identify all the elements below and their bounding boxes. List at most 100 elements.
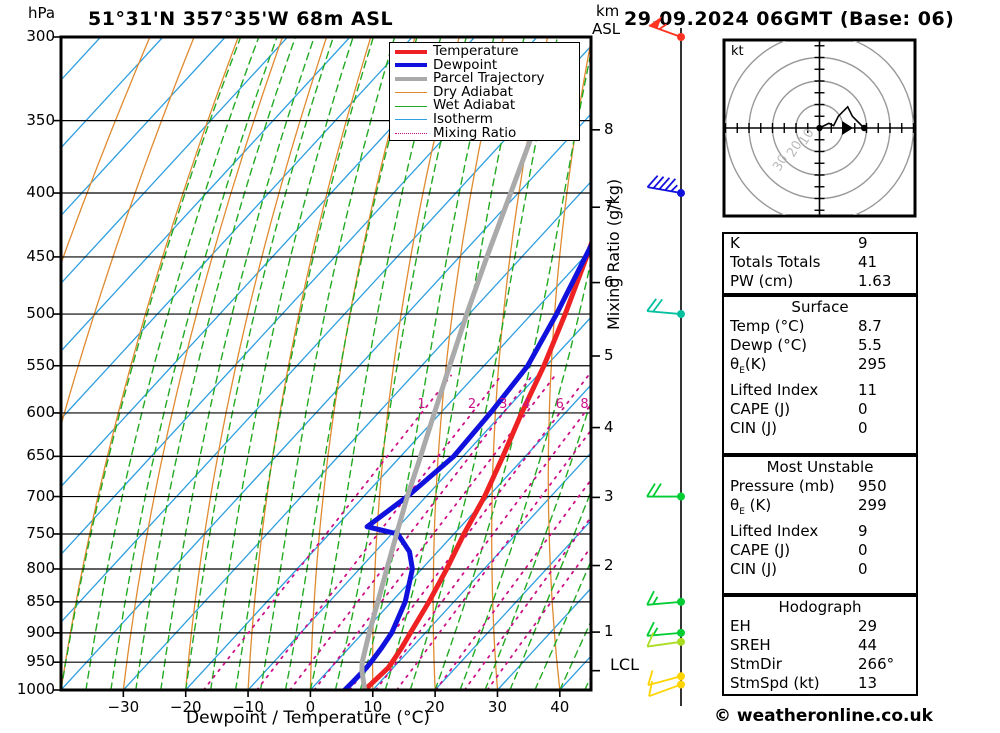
wet-adiabat-line xyxy=(309,37,442,690)
legend-label: Mixing Ratio xyxy=(433,124,517,141)
isotherm-line xyxy=(61,37,289,285)
index-most-unstable-header: Most Unstable xyxy=(766,458,874,476)
wind-barb xyxy=(646,175,685,198)
mixing-ratio-axis-title: Mixing Ratio (g/kg) xyxy=(604,178,623,330)
mixing-ratio-label: 3 xyxy=(499,397,507,412)
legend-label: Isotherm xyxy=(433,110,493,127)
temperature-tick-40: 40 xyxy=(550,698,570,716)
legend-label: Dry Adiabat xyxy=(433,83,513,100)
legend-item-isotherm: Isotherm xyxy=(393,110,576,127)
row-value: 8.7 xyxy=(858,317,882,335)
index-hodograph-row: StmDir 266° xyxy=(724,655,916,674)
row-value: 11 xyxy=(858,381,878,399)
wet-adiabat-line xyxy=(459,257,591,690)
mixing-ratio-line xyxy=(375,402,591,690)
curve-dewpoint xyxy=(342,240,591,690)
pressure-tick-850: 850 xyxy=(26,591,55,610)
row-label: θE (K) xyxy=(730,496,772,517)
wet-adiabat-line xyxy=(61,37,242,690)
wind-barb xyxy=(648,16,685,41)
wet-adiabat-line xyxy=(160,37,315,690)
wet-adiabat-line xyxy=(234,37,375,690)
row-label: CIN (J) xyxy=(730,560,778,578)
credit-label: © weatheronline.co.uk xyxy=(714,706,933,726)
index-general-row: PW (cm) 1.63 xyxy=(724,272,916,291)
lcl-label: LCL xyxy=(610,655,639,674)
index-most-unstable-row: Pressure (mb) 950 xyxy=(724,477,916,496)
isotherm-line xyxy=(61,37,413,420)
wet-adiabat-line xyxy=(384,37,525,690)
isotherm-line xyxy=(434,519,591,690)
wet-adiabat-line xyxy=(135,37,297,690)
legend-item-wet-adiabat: Wet Adiabat xyxy=(393,99,576,113)
row-label: Pressure (mb) xyxy=(730,477,835,495)
hodograph-ring-label: 10 xyxy=(796,126,817,148)
pressure-tick-450: 450 xyxy=(26,246,55,265)
isotherm-line xyxy=(61,37,164,149)
isotherm-line xyxy=(61,37,226,217)
hodograph-unit-label: kt xyxy=(731,44,744,59)
height-axis-unit-km: km xyxy=(596,2,620,20)
indices-general-table: K 9 Totals Totals 41 PW (cm) 1.63 xyxy=(722,232,918,295)
index-surface-header: Surface xyxy=(791,298,849,316)
legend-item-parcel-trajectory: Parcel Trajectory xyxy=(393,72,576,86)
height-tick-6: 6 xyxy=(604,272,614,291)
wind-barb xyxy=(647,670,685,686)
temperature-tick-10: 10 xyxy=(363,698,383,716)
legend-label: Dewpoint xyxy=(433,56,498,73)
index-surface-row: Temp (°C) 8.7 xyxy=(724,317,916,336)
row-value: 41 xyxy=(858,253,878,271)
pressure-tick-800: 800 xyxy=(26,558,55,577)
height-tick-7: 7 xyxy=(604,197,614,216)
dry-adiabat-line xyxy=(122,37,284,690)
temperature-tick-20: 20 xyxy=(425,698,445,716)
mixing-ratio-line xyxy=(202,374,452,690)
row-label: Lifted Index xyxy=(730,522,819,540)
dry-adiabat-line xyxy=(989,0,1000,690)
row-value: 0 xyxy=(858,400,868,418)
height-tick-4: 4 xyxy=(604,417,614,436)
datetime-label: 29.09.2024 06GMT (Base: 06) xyxy=(624,8,955,30)
row-value: 29 xyxy=(858,617,878,635)
pressure-tick-950: 950 xyxy=(26,652,55,671)
indices-surface-table: Surface Temp (°C) 8.7 Dewp (°C) 5.5 θE(K) 295 L… xyxy=(722,295,918,455)
dry-adiabat-line xyxy=(185,37,328,690)
legend-swatch xyxy=(395,63,427,68)
isotherm-line xyxy=(61,37,476,488)
wet-adiabat-line xyxy=(334,37,468,690)
row-label: StmDir xyxy=(730,655,782,673)
row-label: PW (cm) xyxy=(730,272,794,290)
wind-barb xyxy=(646,483,685,501)
row-label: Totals Totals xyxy=(730,253,821,271)
wind-barb xyxy=(648,680,685,698)
row-value: 950 xyxy=(858,477,887,495)
storm-motion-marker xyxy=(842,121,854,135)
row-value: 0 xyxy=(858,560,868,578)
pressure-tick-350: 350 xyxy=(26,110,55,129)
legend-swatch xyxy=(395,92,427,94)
wind-barb xyxy=(646,632,685,648)
dry-adiabat-line xyxy=(656,0,696,690)
page-title: 51°31'N 357°35'W 68m ASL xyxy=(88,8,394,30)
index-hodograph-row: SREH 44 xyxy=(724,636,916,655)
row-label: CAPE (J) xyxy=(730,541,791,559)
legend-swatch xyxy=(395,132,427,134)
row-value: 266° xyxy=(858,655,895,673)
height-axis-unit-asl: ASL xyxy=(592,20,621,38)
pressure-tick-1000: 1000 xyxy=(16,680,55,698)
mixing-ratio-label: 6 xyxy=(556,397,564,412)
row-label: K xyxy=(730,234,740,252)
row-label: Lifted Index xyxy=(730,381,819,399)
dry-adiabat-line xyxy=(309,37,416,690)
temperature-tick-0: 0 xyxy=(305,698,316,716)
pressure-tick-750: 750 xyxy=(26,523,55,542)
temperature-tick-30: 30 xyxy=(487,698,508,716)
row-value: 9 xyxy=(858,522,868,540)
wet-adiabat-line xyxy=(259,37,396,690)
dry-adiabat-line xyxy=(547,37,591,690)
temperature-tick--10: −10 xyxy=(232,698,264,716)
mixing-ratio-label: 1 xyxy=(417,397,425,412)
isotherm-line xyxy=(122,180,591,690)
